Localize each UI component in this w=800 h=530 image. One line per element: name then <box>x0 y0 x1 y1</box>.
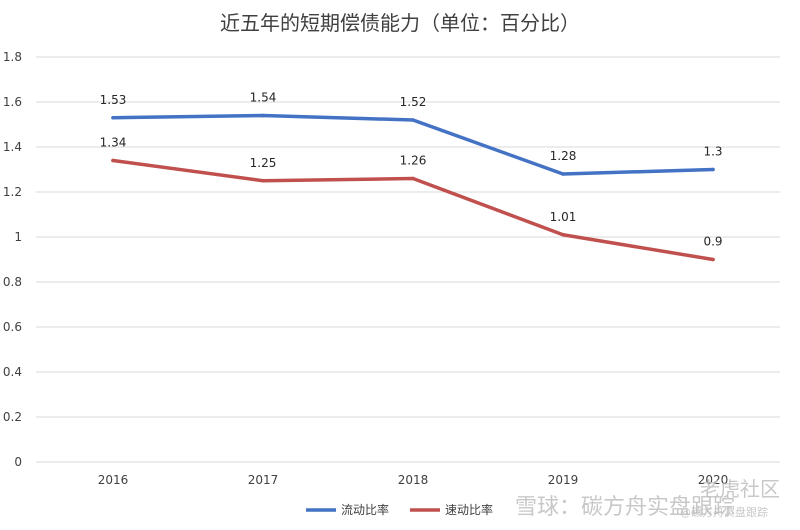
y-tick-label: 0.2 <box>3 410 22 424</box>
data-point <box>111 158 115 163</box>
y-tick-label: 0.6 <box>3 320 22 334</box>
x-tick-label: 2020 <box>698 473 729 487</box>
x-tick-label: 2017 <box>248 473 279 487</box>
watermark: 老虎社区 雪球：碳方舟实盘跟踪 @碳方舟实盘跟踪 <box>515 477 780 520</box>
legend-label: 流动比率 <box>341 502 389 517</box>
data-label: 1.54 <box>250 91 277 105</box>
y-tick-label: 0.8 <box>3 275 22 289</box>
watermark-handle: @碳方舟实盘跟踪 <box>680 505 768 519</box>
data-point <box>561 172 565 176</box>
legend: 流动比率 速动比率 <box>306 502 493 517</box>
series-line-2 <box>111 158 715 262</box>
data-point <box>561 232 565 237</box>
data-label: 1.25 <box>250 156 277 170</box>
data-labels: 1.53 1.54 1.52 1.28 1.3 1.34 1.25 1.26 1.01 0.9 <box>100 91 723 249</box>
chart-title: 近五年的短期偿债能力（单位：百分比） <box>220 11 580 35</box>
x-tick-label: 2016 <box>98 473 129 487</box>
watermark-xueqiu: 雪球：碳方舟实盘跟踪 <box>515 495 735 520</box>
data-label: 0.9 <box>703 235 722 249</box>
data-point <box>411 176 415 181</box>
y-tick-label: 0 <box>14 455 22 469</box>
data-label: 1.01 <box>550 210 577 224</box>
data-point <box>261 113 265 118</box>
data-label: 1.26 <box>400 154 427 168</box>
data-label: 1.34 <box>100 136 127 150</box>
data-label: 1.52 <box>400 95 427 109</box>
watermark-tiger-community: 老虎社区 <box>700 477 780 501</box>
y-tick-label: 1.4 <box>3 140 22 154</box>
data-point <box>711 257 715 262</box>
y-axis-ticks: 0 0.2 0.4 0.6 0.8 1 1.2 1.4 1.6 1.8 <box>3 50 22 469</box>
y-tick-label: 1 <box>14 230 22 244</box>
data-label: 1.28 <box>550 149 577 163</box>
legend-label: 速动比率 <box>445 502 493 517</box>
y-tick-label: 0.4 <box>3 365 22 379</box>
data-label: 1.53 <box>100 93 127 107</box>
series-lines <box>111 113 715 262</box>
x-tick-label: 2019 <box>548 473 579 487</box>
y-tick-label: 1.6 <box>3 95 22 109</box>
x-axis-ticks: 2016 2017 2018 2019 2020 <box>98 473 729 487</box>
gridlines <box>36 56 780 463</box>
y-tick-label: 1.8 <box>3 50 22 64</box>
y-tick-label: 1.2 <box>3 185 22 199</box>
data-point <box>111 115 115 120</box>
x-tick-label: 2018 <box>398 473 429 487</box>
data-point <box>711 167 715 172</box>
data-label: 1.3 <box>703 145 722 159</box>
data-point <box>411 118 415 122</box>
data-point <box>261 178 265 183</box>
